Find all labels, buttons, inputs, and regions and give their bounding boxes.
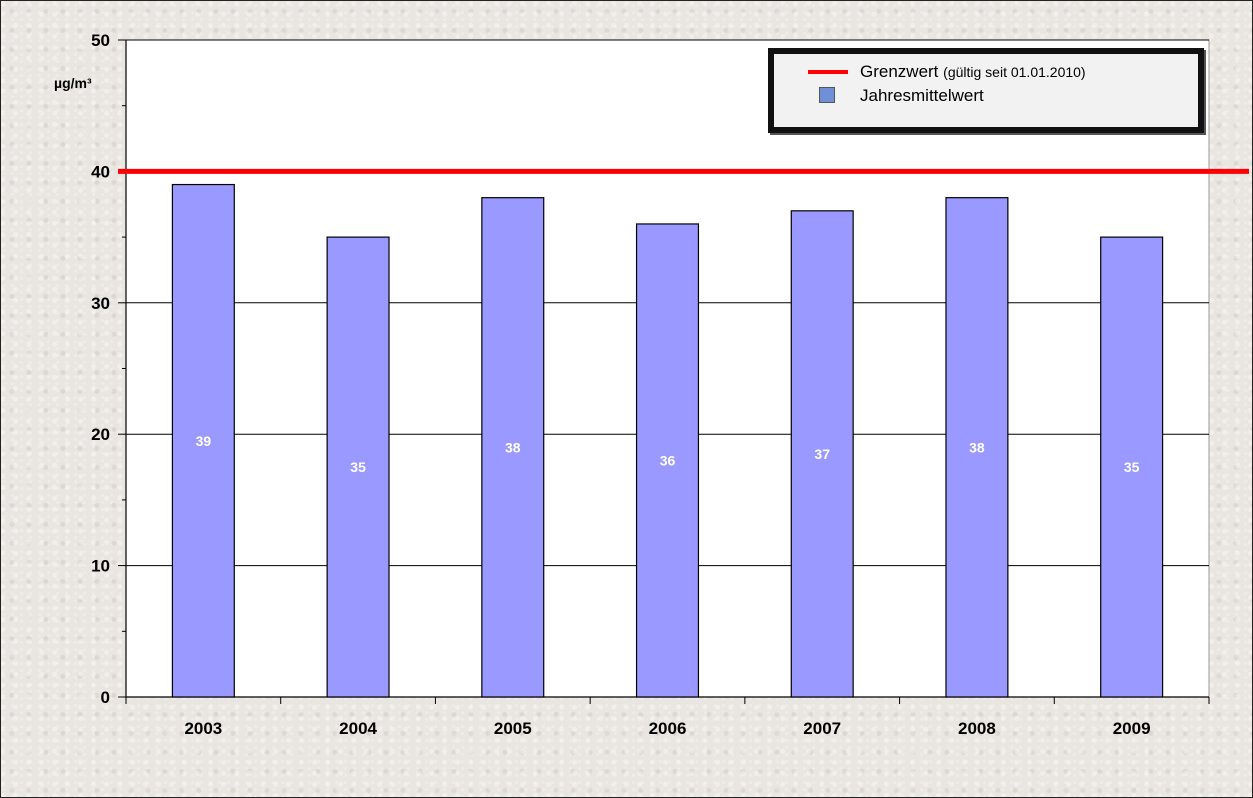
bar-2009 <box>1100 236 1164 698</box>
x-tick-label-2009: 2009 <box>1113 719 1151 738</box>
x-tick-label-2003: 2003 <box>184 719 222 738</box>
bar-2005 <box>481 197 545 698</box>
data-label-2007: 37 <box>814 446 830 462</box>
bar-2008 <box>945 197 1009 698</box>
y-tick-label: 30 <box>91 294 110 313</box>
data-label-2003: 39 <box>196 433 212 449</box>
legend: Grenzwert (gültig seit 01.01.2010) Jahre… <box>768 48 1204 133</box>
legend-label-mean: Jahresmittelwert <box>860 86 984 105</box>
x-tick-label-2006: 2006 <box>649 719 687 738</box>
bar-2007 <box>790 210 854 698</box>
y-tick-label: 50 <box>91 31 110 50</box>
data-label-2008: 38 <box>969 439 985 455</box>
y-axis-label: µg/m³ <box>54 75 92 91</box>
y-tick-label: 0 <box>101 688 110 707</box>
bar-2004 <box>326 236 390 698</box>
x-tick-label-2008: 2008 <box>958 719 996 738</box>
data-label-2005: 38 <box>505 439 521 455</box>
x-tick-label-2007: 2007 <box>803 719 841 738</box>
data-label-2006: 36 <box>660 452 676 468</box>
y-tick-label: 10 <box>91 557 110 576</box>
bar-2006 <box>635 223 700 698</box>
legend-label-limit: Grenzwert (gültig seit 01.01.2010) <box>860 62 1086 81</box>
mean-bar-swatch <box>819 87 835 103</box>
x-tick-label-2004: 2004 <box>339 719 377 738</box>
bar-2003 <box>171 183 235 698</box>
legend-note-limit: (gültig seit 01.01.2010) <box>943 64 1086 80</box>
y-tick-label: 20 <box>91 425 110 444</box>
x-tick-label-2005: 2005 <box>494 719 532 738</box>
data-label-2009: 35 <box>1124 459 1140 475</box>
limit-line-swatch <box>808 70 848 74</box>
y-tick-label: 40 <box>91 162 110 181</box>
data-label-2004: 35 <box>350 459 366 475</box>
